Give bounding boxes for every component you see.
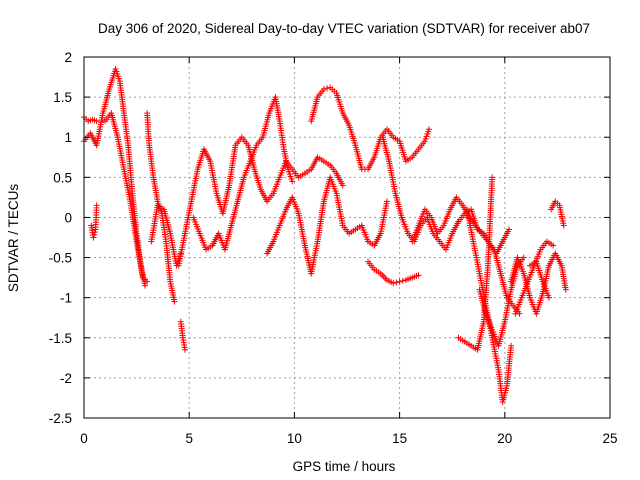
data-point [550, 242, 557, 249]
data-point [93, 202, 100, 209]
data-point [91, 231, 98, 238]
series-arc-12 [365, 258, 422, 287]
data-point [91, 229, 98, 236]
data-point [383, 198, 390, 205]
axis-ticks: 0 5 10 15 20 25 -2.5 -2 -1.5 -1 -0.5 0 0.5 1 1.5 2 [49, 50, 618, 446]
data-point [506, 226, 513, 233]
gridlines [84, 57, 610, 418]
series-arc-11 [308, 84, 433, 173]
y-tick-label: 0 [64, 210, 72, 225]
data-point [142, 282, 149, 289]
series-arc-14 [409, 194, 523, 317]
y-tick-label: 0.5 [53, 170, 72, 185]
data-point [324, 85, 331, 92]
data-point [339, 182, 346, 189]
series-arc-6 [148, 202, 184, 269]
y-tick-label: 2 [64, 50, 72, 65]
data-point [181, 346, 188, 353]
data-point [415, 272, 422, 279]
data-point [560, 222, 567, 229]
y-tick-label: 1 [64, 130, 72, 145]
plot-frame [83, 56, 611, 419]
y-tick-label: -0.5 [49, 251, 72, 266]
data-point [320, 86, 327, 93]
data-point [390, 280, 397, 287]
data-point [289, 178, 296, 185]
series-arc-18 [508, 250, 569, 317]
y-tick-label: -2 [60, 371, 72, 386]
data-point [399, 277, 406, 284]
data-point [90, 234, 97, 241]
series-arc-20 [548, 198, 567, 229]
data-points [81, 66, 569, 405]
data-point [396, 278, 403, 285]
chart-title: Day 306 of 2020, Sidereal Day-to-day VTE… [98, 21, 590, 36]
series-arc-2 [81, 114, 100, 125]
y-tick-label: 1.5 [53, 90, 72, 105]
series-arc-10 [264, 174, 390, 277]
x-tick-label: 20 [497, 431, 512, 446]
data-point [489, 174, 496, 181]
x-tick-label: 25 [602, 431, 617, 446]
y-tick-label: -1 [60, 291, 72, 306]
series-arc-7 [177, 318, 188, 353]
x-tick-label: 15 [392, 431, 407, 446]
x-axis-label: GPS time / hours [293, 459, 396, 474]
data-point [426, 126, 433, 133]
series-arc-8 [175, 134, 346, 269]
x-tick-label: 5 [185, 431, 193, 446]
series-arc-4 [102, 110, 151, 285]
series-arc-9 [190, 94, 296, 253]
series-arc-21 [527, 258, 552, 301]
y-axis-label: SDTVAR / TECUs [6, 184, 21, 293]
data-point [393, 279, 400, 286]
data-point [545, 294, 552, 301]
data-point [508, 342, 515, 349]
x-tick-label: 0 [80, 431, 88, 446]
data-point [520, 254, 527, 261]
series-arc-5 [144, 110, 178, 305]
data-point [562, 286, 569, 293]
y-tick-label: -1.5 [49, 331, 72, 346]
x-tick-label: 10 [287, 431, 302, 446]
series-arc-19 [512, 238, 557, 317]
y-tick-label: -2.5 [49, 411, 72, 426]
data-point [171, 298, 178, 305]
data-point [93, 118, 100, 125]
data-point [144, 278, 151, 285]
series-arc-3 [88, 202, 100, 241]
